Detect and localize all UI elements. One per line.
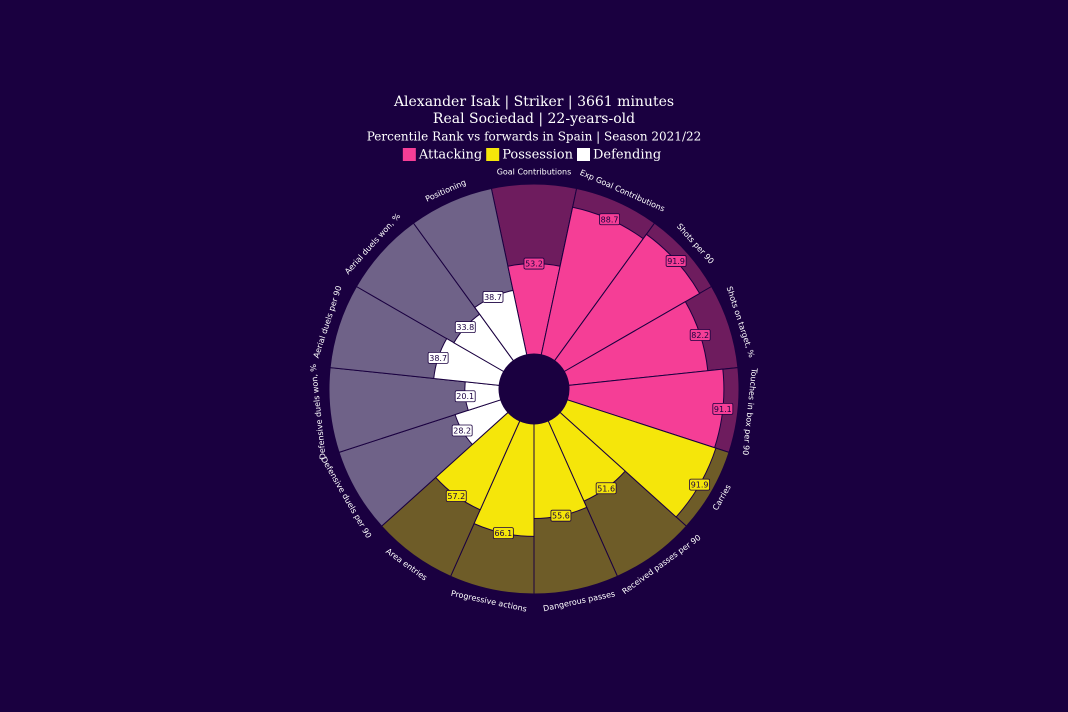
value-label-box [712, 402, 734, 415]
value-label-box [482, 291, 504, 303]
value-label: 38.7 [482, 291, 504, 303]
value-label-box [451, 424, 473, 437]
value-label: 82.2 [689, 329, 711, 341]
legend: Attacking Possession Defending [402, 148, 661, 163]
value-label-box [595, 482, 617, 495]
value-label-text: 51.6 [597, 484, 615, 493]
value-label-text: 20.1 [456, 392, 474, 401]
value-label-text: 53.2 [525, 260, 543, 269]
value-label: 20.1 [454, 390, 476, 403]
value-label: 57.2 [445, 490, 467, 502]
value-label-box [689, 478, 711, 491]
value-label: 38.7 [427, 351, 449, 364]
value-label: 88.7 [599, 213, 620, 226]
value-label-text: 57.2 [447, 492, 465, 501]
value-label: 33.8 [454, 321, 476, 334]
value-wedges [433, 206, 725, 537]
value-label-box [599, 213, 620, 226]
legend-label: Possession [502, 148, 573, 163]
value-label: 91.1 [712, 402, 734, 415]
value-label: 28.2 [451, 424, 473, 437]
value-label-box [454, 321, 476, 334]
value-label-text: 82.2 [691, 331, 709, 340]
legend-swatch [577, 148, 590, 161]
value-label-text: 28.2 [453, 426, 471, 435]
value-label-text: 33.8 [456, 323, 474, 332]
value-label-text: 55.6 [552, 512, 570, 521]
value-label-text: 91.9 [667, 257, 685, 266]
value-label-box [454, 390, 476, 403]
value-label-text: 91.1 [714, 405, 732, 414]
legend-swatch [402, 148, 416, 161]
value-label-text: 38.7 [484, 293, 502, 302]
value-label: 55.6 [550, 509, 572, 522]
value-label: 51.6 [595, 482, 617, 495]
value-label-text: 91.9 [691, 481, 709, 490]
center-hole [499, 354, 569, 424]
value-label: 53.2 [523, 257, 545, 270]
value-label-box [445, 490, 467, 502]
category-label: Goal Contributions [497, 168, 572, 177]
value-label-text: 88.7 [601, 215, 619, 224]
value-label-box [523, 257, 545, 270]
value-label-box [492, 527, 514, 540]
value-label-box [689, 329, 711, 341]
chart-caption: Percentile Rank vs forwards in Spain | S… [367, 130, 702, 144]
chart-subtitle: Real Sociedad | 22-years-old [433, 111, 635, 127]
legend-label: Defending [593, 148, 661, 163]
value-label-text: 66.1 [494, 529, 512, 538]
value-label-box [665, 255, 687, 267]
value-label-box [427, 351, 449, 364]
legend-swatch [486, 148, 500, 161]
value-label: 66.1 [492, 527, 514, 540]
value-label: 91.9 [689, 478, 711, 491]
chart-title: Alexander Isak | Striker | 3661 minutes [393, 94, 674, 110]
legend-label: Attacking [418, 148, 482, 163]
value-label-box [550, 509, 572, 522]
value-label: 91.9 [665, 255, 687, 267]
value-label-text: 38.7 [429, 354, 447, 363]
